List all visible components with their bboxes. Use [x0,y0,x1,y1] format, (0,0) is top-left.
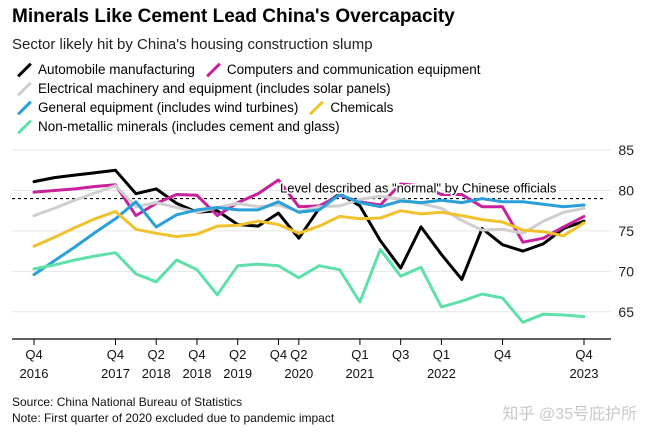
x-tick-label: Q3 [392,347,409,362]
source-note: Source: China National Bureau of Statist… [12,395,243,409]
x-tick-label: Q2 [290,347,307,362]
y-tick-label: 65 [618,304,634,320]
x-tick-year-label: 2018 [142,366,171,381]
x-tick-label: Q1 [433,347,450,362]
y-tick-label: 70 [618,263,634,279]
x-tick-label: Q4 [494,347,511,362]
legend-row: Non-metallic minerals (includes cement a… [16,117,646,136]
x-tick-year-label: 2021 [345,366,374,381]
legend-row: Automobile manufacturing Computers and co… [16,60,646,79]
x-tick-label: Q2 [229,347,246,362]
legend-row: General equipment (includes wind turbine… [16,98,646,117]
x-tick-year-label: 2023 [570,366,599,381]
x-tick-label: Q4 [575,347,592,362]
y-tick-label: 85 [618,142,634,158]
legend-item: Chemicals [308,100,393,116]
watermark: 知乎 @35号庇护所 [502,406,638,423]
legend-label: Automobile manufacturing [38,62,195,77]
y-tick-label: 75 [618,223,634,239]
legend-item: Electrical machinery and equipment (incl… [16,81,391,97]
legend: Automobile manufacturing Computers and co… [16,60,646,136]
legend-item: Computers and communication equipment [205,62,481,78]
x-tick-label: Q4 [270,347,287,362]
chart-subtitle: Sector likely hit by China's housing con… [12,36,373,53]
x-tick-label: Q2 [148,347,165,362]
x-tick-year-label: 2022 [427,366,456,381]
series-line [32,193,586,277]
legend-label: Electrical machinery and equipment (incl… [38,81,391,96]
legend-label: Computers and communication equipment [226,62,481,77]
x-tick-label: Q4 [107,347,124,362]
x-tick-year-label: 2018 [183,366,212,381]
legend-item: General equipment (includes wind turbine… [16,100,298,116]
y-tick-label: 80 [618,183,634,199]
chart-title: Minerals Like Cement Lead China's Overca… [12,6,455,27]
x-tick-year-label: 2020 [284,366,313,381]
series-line [32,209,586,248]
legend-item: Non-metallic minerals (includes cement a… [16,119,340,135]
legend-label: Non-metallic minerals (includes cement a… [38,119,340,134]
series-line [32,184,586,235]
x-tick-year-label: 2019 [223,366,252,381]
x-tick-year-label: 2017 [101,366,130,381]
x-tick-label: Q1 [351,347,368,362]
series-line [32,178,586,244]
footnote: Note: First quarter of 2020 excluded due… [12,411,335,425]
series-line [32,168,586,281]
legend-row: Electrical machinery and equipment (incl… [16,79,646,98]
x-tick-label: Q4 [188,347,205,362]
reference-line-label: Level described as "normal" by Chinese o… [280,181,557,196]
series-line [32,248,586,324]
legend-label: Chemicals [330,100,394,115]
x-tick-label: Q4 [25,347,42,362]
legend-item: Automobile manufacturing [16,62,195,78]
x-tick-year-label: 2016 [20,366,49,381]
legend-label: General equipment (includes wind turbine… [38,100,299,115]
